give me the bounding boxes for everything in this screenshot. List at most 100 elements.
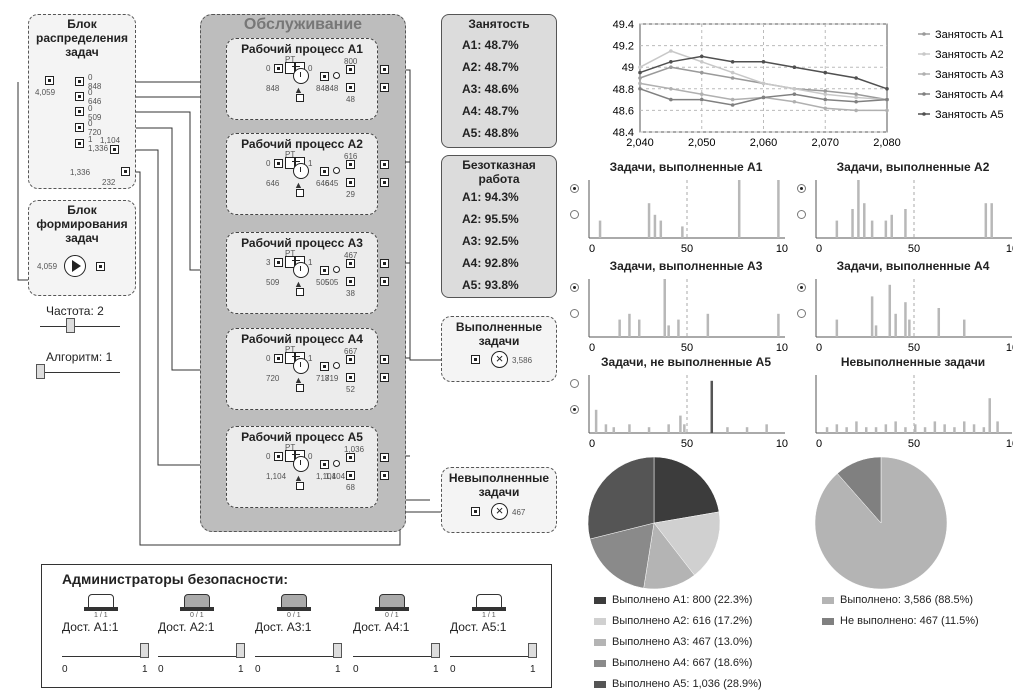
series-point-a4 — [792, 92, 797, 96]
process-a2-top-value: 616 — [344, 152, 358, 161]
failed-sink-icon: × — [491, 503, 508, 520]
dist-out-port-1[interactable] — [75, 77, 84, 86]
dist-out-port-3[interactable] — [75, 107, 84, 116]
dist-out-port-6[interactable] — [110, 145, 119, 154]
admin-1-slider-thumb[interactable] — [140, 643, 149, 658]
bar-chart-3-bar — [618, 319, 621, 337]
admin-4-slider-thumb[interactable] — [431, 643, 440, 658]
frequency-track[interactable] — [40, 326, 120, 327]
admin-2-max: 1 — [238, 664, 244, 675]
admin-3-label: Дост. А3:1 — [255, 620, 312, 634]
admin-2-slider-thumb[interactable] — [236, 643, 245, 658]
frequency-label: Частота: 2 — [46, 304, 104, 318]
admin-3-slider-track[interactable] — [255, 656, 339, 657]
process-a2-in-port[interactable] — [274, 159, 283, 168]
process-a1-reset-box[interactable] — [296, 94, 304, 102]
dist-out-port-5[interactable] — [75, 139, 84, 148]
bar-chart-6-bar — [884, 424, 888, 433]
bar-chart-2-radio-2[interactable] — [797, 210, 806, 219]
process-a2-mid-port[interactable] — [320, 167, 329, 176]
completed-in-port[interactable] — [471, 355, 480, 364]
process-a3-bottom-port[interactable] — [346, 277, 355, 286]
process-a4-in-port[interactable] — [274, 354, 283, 363]
process-a3-top-port[interactable] — [346, 259, 355, 268]
algorithm-thumb[interactable] — [36, 364, 45, 379]
bar-chart-2-radio-1[interactable] — [797, 184, 806, 193]
form-title-2: формирования — [36, 217, 128, 231]
dist-input-port[interactable] — [45, 76, 54, 85]
bar-chart-5-radio-2[interactable] — [570, 405, 579, 414]
process-a3-mid-port[interactable] — [320, 266, 329, 275]
process-a4-reset-box[interactable] — [296, 384, 304, 392]
process-a1-queue-arrow — [292, 66, 300, 67]
bar-chart-4-radio-2[interactable] — [797, 309, 806, 318]
process-a4-out-top-port[interactable] — [380, 355, 389, 364]
form-out-port[interactable] — [96, 262, 105, 271]
admin-1-slider-track[interactable] — [62, 656, 146, 657]
bar-chart-1-bar — [653, 214, 657, 238]
process-a2-bottom-port[interactable] — [346, 178, 355, 187]
process-a2-out-top-port[interactable] — [380, 160, 389, 169]
admin-5-slider-track[interactable] — [450, 656, 534, 657]
process-a5-mid-port[interactable] — [320, 460, 329, 469]
process-a5-top-port[interactable] — [346, 453, 355, 462]
employment-row-a5: А5: 48.8% — [462, 126, 519, 140]
dist-out-port-4[interactable] — [75, 123, 84, 132]
bar-chart-3-radio-2[interactable] — [570, 309, 579, 318]
process-a2-top-port[interactable] — [346, 160, 355, 169]
algorithm-track[interactable] — [40, 372, 120, 373]
process-a4-bottom-port[interactable] — [346, 373, 355, 382]
dist-out-port-7[interactable] — [121, 167, 130, 176]
admin-2-min: 0 — [158, 664, 164, 675]
process-a1-out-bottom-port[interactable] — [380, 83, 389, 92]
bar-chart-5-radio-1[interactable] — [570, 379, 579, 388]
process-a3-in-port[interactable] — [274, 258, 283, 267]
bar-chart-1-radio-1[interactable] — [570, 184, 579, 193]
legend-label-a2: Занятость А2 — [935, 49, 1004, 61]
process-a2-b-value: 646 — [316, 179, 330, 188]
process-a5-in-port[interactable] — [274, 452, 283, 461]
bar-chart-4-radio-1[interactable] — [797, 283, 806, 292]
bar-chart-4-bar — [870, 296, 874, 337]
process-a3-bottom-value: 38 — [346, 289, 355, 298]
frequency-thumb[interactable] — [66, 318, 75, 333]
process-a2-reset-box[interactable] — [296, 189, 304, 197]
admin-5-slider-thumb[interactable] — [528, 643, 537, 658]
process-a5: Рабочий процесс А5 — [226, 426, 378, 508]
bar-chart-2-x-tick: 0 — [816, 243, 822, 255]
process-a4-top-port[interactable] — [346, 355, 355, 364]
bar-chart-1-radio-2[interactable] — [570, 210, 579, 219]
uptime-row-a4: А4: 92.8% — [462, 256, 519, 270]
process-a5-out-top-port[interactable] — [380, 453, 389, 462]
process-a2-out-bottom-port[interactable] — [380, 178, 389, 187]
process-a4-out0: 1 — [308, 354, 313, 363]
process-a4-mid-port[interactable] — [320, 362, 329, 371]
bar-chart-3-title: Задачи, выполненные А3 — [609, 259, 763, 273]
process-a2-clock-hand — [300, 167, 301, 172]
admin-2-slider-track[interactable] — [158, 656, 242, 657]
failed-in-port[interactable] — [471, 507, 480, 516]
security-admins-panel: Администраторы безопасности: — [41, 564, 552, 688]
process-a3-reset-box[interactable] — [296, 288, 304, 296]
bar-chart-5-bar — [683, 424, 686, 433]
process-a3-out-bottom-port[interactable] — [380, 277, 389, 286]
process-a3-out-top-port[interactable] — [380, 259, 389, 268]
dist-out-port-2[interactable] — [75, 92, 84, 101]
process-a1-top-port[interactable] — [346, 65, 355, 74]
process-a1-out-top-port[interactable] — [380, 65, 389, 74]
process-a5-out-bottom-port[interactable] — [380, 471, 389, 480]
process-a5-bottom-port[interactable] — [346, 471, 355, 480]
bar-chart-4-x-tick: 50 — [908, 342, 920, 354]
process-a1-in-port[interactable] — [274, 64, 283, 73]
process-a5-reset-box[interactable] — [296, 482, 304, 490]
bar-chart-3-radio-1[interactable] — [570, 283, 579, 292]
admin-3-slider-thumb[interactable] — [333, 643, 342, 658]
process-a4-out-bottom-port[interactable] — [380, 373, 389, 382]
process-a1-bottom-port[interactable] — [346, 83, 355, 92]
pie2-legend-item-2: Не выполнено: 467 (11.5%) — [822, 615, 979, 627]
process-a1-in-value: 0 — [266, 64, 271, 73]
series-point-a4 — [638, 87, 642, 91]
play-icon[interactable] — [64, 255, 86, 277]
process-a1-mid-port[interactable] — [320, 72, 329, 81]
admin-4-slider-track[interactable] — [353, 656, 437, 657]
